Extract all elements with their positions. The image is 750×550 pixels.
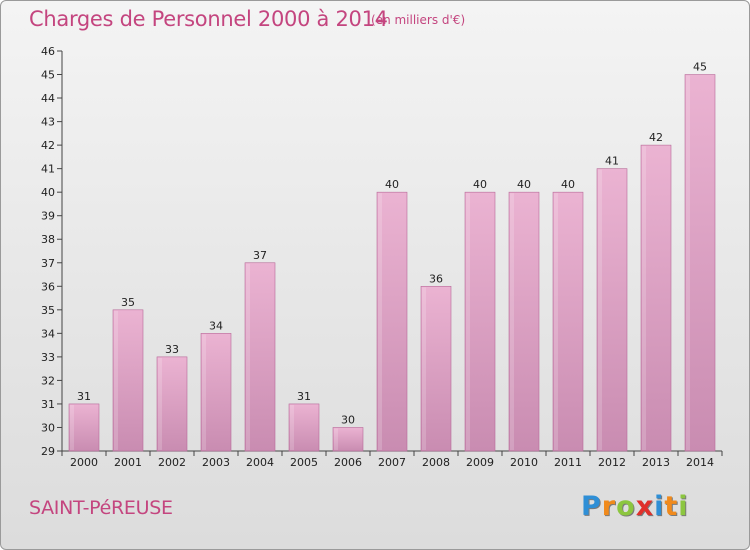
- data-label-2007: 40: [385, 178, 399, 191]
- bar-highlight: [378, 193, 382, 451]
- bar-2002: [156, 356, 188, 452]
- chart-title: Charges de Personnel 2000 à 2014: [29, 7, 388, 31]
- bar-2001: [112, 309, 144, 452]
- x-tick-label-2003: 2003: [202, 456, 230, 469]
- y-tick-label: 33: [41, 351, 55, 364]
- bar-highlight: [466, 193, 470, 451]
- bar-2000: [68, 403, 100, 452]
- y-tick-label: 45: [41, 69, 55, 82]
- bar-2011: [552, 191, 584, 452]
- bar-highlight: [246, 263, 250, 450]
- bar-2005: [288, 403, 320, 452]
- bar-2014: [684, 74, 716, 452]
- y-tick-label: 35: [41, 304, 55, 317]
- x-tick-label-2008: 2008: [422, 456, 450, 469]
- data-label-2010: 40: [517, 178, 531, 191]
- x-tick-label-2013: 2013: [642, 456, 670, 469]
- logo-letter: i: [678, 491, 689, 522]
- data-label-2003: 34: [209, 319, 223, 332]
- x-tick-label-2009: 2009: [466, 456, 494, 469]
- bar-highlight: [334, 428, 338, 450]
- bar-highlight: [422, 287, 426, 450]
- bar-highlight: [598, 169, 602, 450]
- logo-letter: x: [635, 491, 655, 522]
- x-tick-label-2014: 2014: [686, 456, 714, 469]
- bar-highlight: [642, 146, 646, 450]
- data-label-2008: 36: [429, 272, 443, 285]
- data-label-2009: 40: [473, 178, 487, 191]
- y-tick-label: 44: [41, 92, 55, 105]
- y-tick-label: 39: [41, 210, 55, 223]
- x-tick-label-2006: 2006: [334, 456, 362, 469]
- x-tick-label-2007: 2007: [378, 456, 406, 469]
- y-tick-label: 30: [41, 421, 55, 434]
- x-tick-label-2012: 2012: [598, 456, 626, 469]
- y-tick-label: 42: [41, 139, 55, 152]
- y-tick-label: 43: [41, 116, 55, 129]
- proxiti-logo: Proxiti: [581, 491, 689, 522]
- bar-highlight: [554, 193, 558, 451]
- y-tick-label: 36: [41, 280, 55, 293]
- logo-letter: r: [601, 491, 617, 522]
- x-tick-label-2001: 2001: [114, 456, 142, 469]
- bar-2006: [332, 427, 364, 452]
- y-tick-label: 37: [41, 257, 55, 270]
- data-label-2005: 31: [297, 390, 311, 403]
- bar-highlight: [510, 193, 514, 451]
- y-tick-label: 40: [41, 186, 55, 199]
- logo-letter: t: [664, 491, 679, 522]
- bar-2008: [420, 285, 452, 452]
- x-tick-label-2004: 2004: [246, 456, 274, 469]
- x-tick-label-2002: 2002: [158, 456, 186, 469]
- bar-highlight: [114, 310, 118, 450]
- x-tick-label-2010: 2010: [510, 456, 538, 469]
- data-label-2011: 40: [561, 178, 575, 191]
- bar-highlight: [70, 404, 74, 450]
- bar-2013: [640, 144, 672, 452]
- y-tick-label: 31: [41, 398, 55, 411]
- data-label-2013: 42: [649, 131, 663, 144]
- data-label-2012: 41: [605, 155, 619, 168]
- bar-2007: [376, 191, 408, 452]
- logo-letter: o: [616, 491, 636, 522]
- place-name: SAINT-PéREUSE: [29, 497, 173, 519]
- data-label-2006: 30: [341, 413, 355, 426]
- logo-letter: i: [654, 491, 665, 522]
- y-tick-label: 46: [41, 45, 55, 58]
- bar-2009: [464, 191, 496, 452]
- x-tick-label-2005: 2005: [290, 456, 318, 469]
- data-label-2001: 35: [121, 296, 135, 309]
- chart-subtitle: (en milliers d'€): [371, 13, 466, 27]
- data-label-2004: 37: [253, 249, 267, 262]
- y-tick-label: 38: [41, 233, 55, 246]
- x-tick-label-2000: 2000: [70, 456, 98, 469]
- bar-2012: [596, 168, 628, 452]
- data-label-2014: 45: [693, 61, 707, 74]
- bar-highlight: [202, 334, 206, 450]
- bar-highlight: [158, 357, 162, 450]
- logo-letter: P: [581, 491, 602, 522]
- y-tick-label: 29: [41, 445, 55, 458]
- bar-2010: [508, 191, 540, 452]
- y-tick-label: 34: [41, 327, 55, 340]
- bar-2003: [200, 333, 232, 452]
- bar-highlight: [290, 404, 294, 450]
- x-tick-label-2011: 2011: [554, 456, 582, 469]
- data-label-2002: 33: [165, 343, 179, 356]
- data-label-2000: 31: [77, 390, 91, 403]
- y-tick-label: 41: [41, 163, 55, 176]
- bar-2004: [244, 262, 276, 452]
- y-tick-label: 32: [41, 374, 55, 387]
- bar-highlight: [686, 75, 690, 450]
